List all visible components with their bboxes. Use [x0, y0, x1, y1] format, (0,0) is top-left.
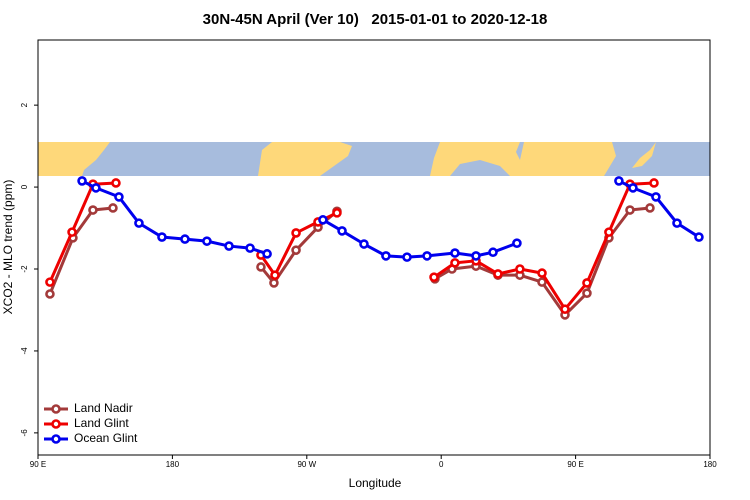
point [114, 192, 124, 202]
point [318, 215, 328, 225]
x-tick-label: 90 E [567, 460, 583, 469]
point [359, 239, 369, 249]
legend-label: Land Glint [74, 416, 129, 430]
point [450, 258, 460, 268]
land [38, 142, 82, 176]
x-tick-label: 0 [439, 460, 444, 469]
map-band [38, 142, 710, 176]
y-tick-label: -4 [20, 347, 29, 355]
legend-label: Ocean Glint [74, 431, 138, 445]
x-tick-label: 180 [703, 460, 717, 469]
point [291, 245, 301, 255]
point [645, 203, 655, 213]
sea [450, 160, 510, 176]
y-tick-label: 0 [20, 184, 29, 189]
x-axis-label: Longitude [349, 476, 402, 490]
point [77, 176, 87, 186]
point [488, 247, 498, 258]
point [582, 288, 592, 298]
plot-frame [37, 39, 711, 456]
point [537, 268, 547, 278]
legend-marker [51, 434, 61, 444]
chart-title: 30N-45N April (Ver 10) 2015-01-01 to 202… [203, 11, 548, 28]
point [332, 208, 342, 218]
plot-area [45, 176, 704, 320]
point [422, 251, 432, 261]
point [262, 249, 272, 259]
point [134, 218, 144, 228]
land [632, 142, 656, 168]
point [67, 227, 77, 237]
point [429, 272, 439, 283]
point [493, 269, 503, 279]
x-tick-label: 180 [166, 460, 180, 469]
point [224, 241, 234, 251]
point [537, 277, 547, 287]
point [625, 205, 635, 215]
point [337, 226, 347, 236]
point [111, 178, 121, 188]
point [256, 262, 266, 272]
point [604, 227, 614, 237]
point [672, 218, 682, 228]
point [45, 277, 55, 287]
y-tick-label: -6 [20, 429, 29, 437]
point [560, 304, 570, 314]
point [45, 289, 55, 299]
point [108, 203, 118, 213]
point [202, 236, 212, 246]
point [270, 270, 280, 280]
legend-label: Land Nadir [74, 401, 133, 415]
point [381, 251, 391, 261]
y-axis-label: XCO2 - MLO trend (ppm) [1, 180, 15, 315]
point [628, 183, 638, 193]
point [402, 252, 412, 262]
point [180, 234, 190, 244]
point [471, 251, 481, 261]
land [258, 142, 352, 176]
point [515, 264, 525, 274]
legend-marker [51, 419, 61, 429]
x-tick-label: 90 W [297, 460, 316, 469]
point [157, 232, 167, 242]
point [512, 238, 522, 248]
point [245, 243, 255, 253]
x-tick-label: 90 E [30, 460, 46, 469]
point [614, 176, 624, 186]
point [450, 248, 460, 258]
point [649, 178, 659, 188]
point [582, 278, 592, 288]
land [82, 142, 110, 176]
point [651, 192, 661, 202]
series-line [48, 181, 655, 311]
point [88, 205, 98, 215]
point [269, 278, 279, 288]
point [694, 232, 704, 242]
point [291, 228, 301, 238]
legend-marker [51, 404, 61, 414]
y-tick-label: 2 [20, 102, 29, 107]
y-tick-label: -2 [20, 265, 29, 273]
point [91, 183, 101, 193]
